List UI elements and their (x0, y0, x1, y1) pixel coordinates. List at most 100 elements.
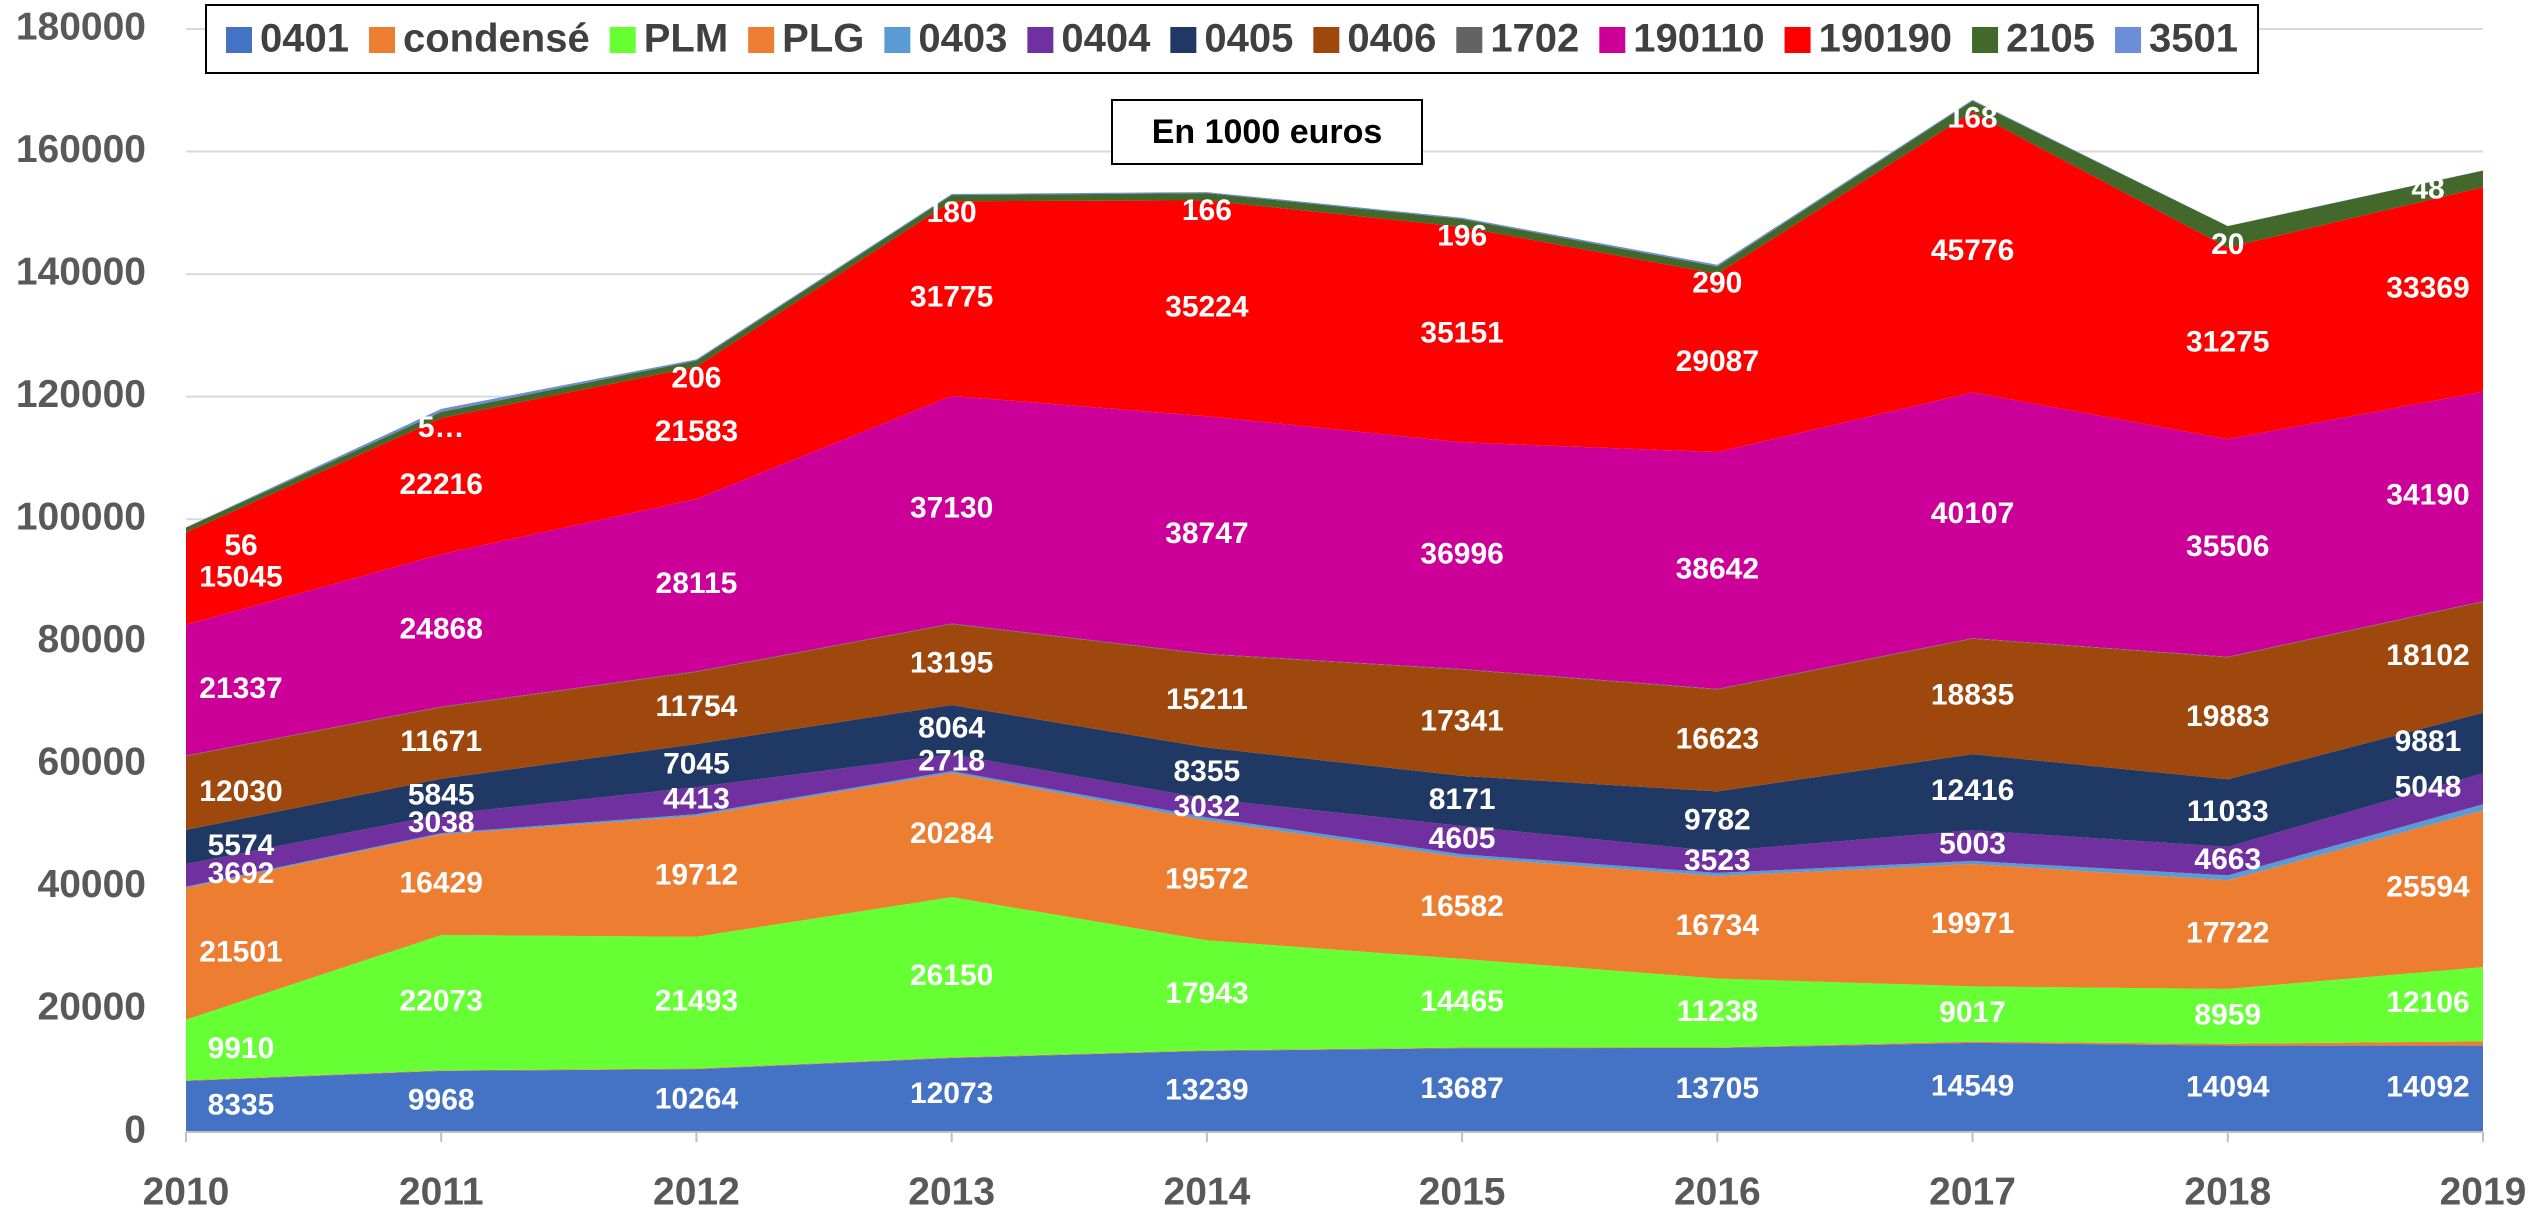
area (186, 704, 2483, 864)
legend-swatch (884, 27, 911, 53)
area (186, 601, 2483, 830)
data-label: 31775 (910, 281, 993, 314)
data-label: 21337 (199, 672, 282, 705)
data-label: 14549 (1931, 1069, 2014, 1102)
y-tick-label: 40000 (38, 863, 146, 906)
legend-label: 0401 (260, 17, 349, 61)
area (186, 897, 2483, 1081)
x-tick-label: 2017 (1929, 1170, 2016, 1213)
legend-swatch (1784, 27, 1811, 53)
data-label: 16429 (400, 867, 483, 900)
data-label: 21493 (655, 985, 738, 1018)
data-label: 206 (671, 361, 721, 394)
data-label: 35224 (1165, 290, 1249, 323)
y-tick-label: 0 (124, 1108, 146, 1151)
legend-label: 1702 (1490, 17, 1579, 61)
data-label: 20284 (910, 817, 994, 850)
legend-label: 2105 (2006, 17, 2095, 61)
data-label: 18102 (2386, 639, 2469, 672)
data-label: 38747 (1165, 517, 1248, 550)
data-label: 5845 (408, 779, 475, 812)
x-tick-label: 2013 (908, 1170, 995, 1213)
data-label: 11671 (400, 725, 482, 758)
legend-label: 190190 (1819, 17, 1952, 61)
data-label: 24868 (400, 612, 483, 645)
legend-label: 0405 (1204, 17, 1293, 61)
x-tick-label: 2015 (1419, 1170, 1506, 1213)
data-label: 17722 (2186, 917, 2269, 950)
legend-swatch (1313, 27, 1340, 53)
legend-label: 3501 (2149, 17, 2238, 61)
legend-label: PLG (782, 17, 864, 61)
data-label: 16734 (1676, 909, 1760, 942)
legend (205, 4, 2260, 74)
data-label: 17341 (1420, 705, 1503, 738)
data-label: 7045 (663, 747, 730, 780)
data-label: 4605 (1429, 822, 1496, 855)
data-label: 5003 (1939, 828, 2006, 861)
data-label: 5048 (2395, 771, 2462, 804)
data-label: 25594 (2386, 871, 2470, 904)
legend-label: 0403 (918, 17, 1007, 61)
y-tick-label: 60000 (38, 741, 146, 784)
data-label: 35151 (1420, 317, 1503, 350)
data-label: 22216 (400, 468, 483, 501)
data-label: 8335 (208, 1088, 275, 1121)
data-label: 22073 (400, 985, 483, 1018)
data-label: 33369 (2386, 271, 2469, 304)
y-tick-label: 120000 (16, 373, 146, 416)
area (186, 111, 2483, 625)
data-label: 15045 (199, 561, 282, 594)
data-label: 11754 (656, 690, 738, 723)
data-label: 180 (927, 196, 977, 229)
area (186, 1041, 2483, 1081)
data-label: 9968 (408, 1083, 475, 1116)
legend-swatch (1456, 27, 1483, 53)
data-label: 21501 (199, 936, 282, 969)
y-tick-label: 80000 (38, 618, 146, 661)
data-label: 19712 (655, 858, 738, 891)
x-tick-label: 2018 (2184, 1170, 2271, 1213)
data-label: 13687 (1420, 1072, 1503, 1105)
y-tick-label: 160000 (16, 128, 146, 171)
legend-swatch (1599, 27, 1626, 53)
legend-label: 0404 (1061, 17, 1151, 61)
data-label: 29087 (1676, 345, 1759, 378)
data-label: 17943 (1165, 977, 1248, 1010)
data-label: 9910 (208, 1032, 275, 1065)
data-label: 40107 (1931, 497, 2014, 530)
data-label: 5… (418, 411, 465, 444)
y-tick-label: 20000 (38, 986, 146, 1029)
y-tick-label: 180000 (16, 5, 146, 48)
legend-swatch (609, 27, 636, 53)
x-tick-label: 2016 (1674, 1170, 1761, 1213)
annotation-box (1111, 99, 1423, 165)
data-label: 38642 (1676, 552, 1759, 585)
axes: 0 20000 40000 60000 80000 100000 120000 140000 1… (16, 5, 2527, 1213)
data-label: 12073 (910, 1077, 993, 1110)
data-label: 13195 (910, 646, 993, 679)
data-label: 16582 (1420, 890, 1503, 923)
legend-swatch (1170, 27, 1197, 53)
data-label: 290 (1692, 267, 1742, 300)
data-label: 18835 (1931, 678, 2014, 711)
data-label: 12106 (2386, 986, 2469, 1019)
data-label: 5574 (208, 829, 275, 862)
legend-swatch (748, 27, 775, 53)
data-label: 3692 (208, 857, 275, 890)
data-label: 13239 (1165, 1073, 1248, 1106)
x-tick-label: 2012 (653, 1170, 740, 1213)
data-label: 8171 (1429, 783, 1496, 816)
data-label: 37130 (910, 492, 993, 525)
legend-swatch (1027, 27, 1054, 53)
area (186, 1042, 2483, 1132)
data-label: 21583 (655, 415, 738, 448)
data-label: 34190 (2386, 478, 2469, 511)
data-label: 14465 (1420, 985, 1503, 1018)
legend-label: condensé (403, 17, 590, 61)
data-label: 56 (224, 529, 257, 562)
legend-swatch (368, 27, 395, 53)
x-tick-label: 2019 (2440, 1170, 2527, 1213)
data-label: 14092 (2386, 1071, 2469, 1104)
